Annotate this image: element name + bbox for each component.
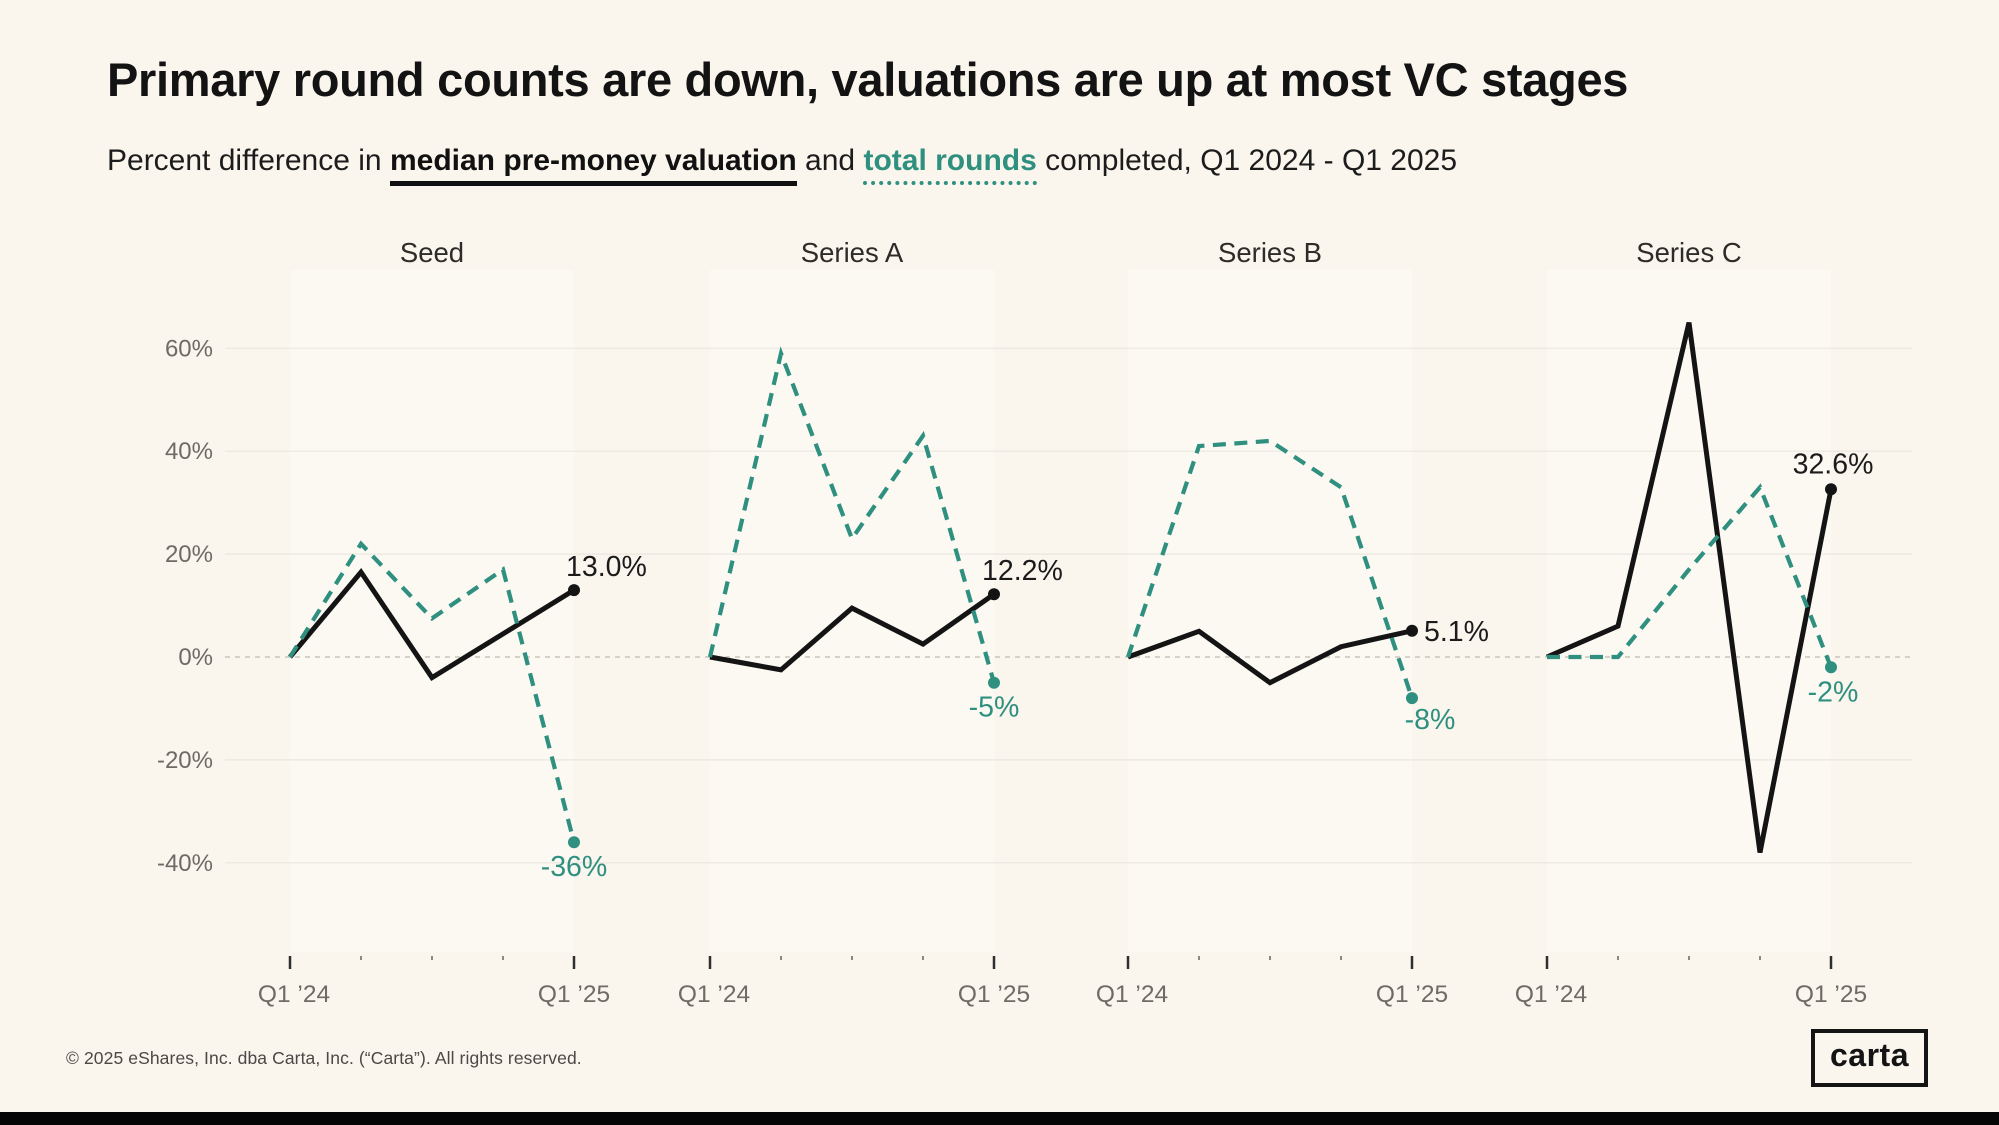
x-axis-major-tick (1545, 956, 1549, 969)
x-axis-minor-tick (780, 956, 782, 960)
panel-background (1128, 270, 1412, 952)
valuation-end-label: 12.2% (982, 555, 1063, 587)
rounds-end-label: -5% (969, 692, 1020, 724)
valuation-end-label: 32.6% (1793, 448, 1874, 480)
y-tick-label: -20% (157, 747, 213, 774)
rounds-line (288, 540, 577, 843)
y-tick-label: 0% (178, 644, 213, 671)
y-tick-label: -40% (157, 850, 213, 877)
x-axis-label: Q1 ’24 (258, 981, 330, 1008)
x-axis-major-tick (288, 956, 292, 969)
panel-title: Series C (1636, 237, 1741, 268)
valuation-end-dot (988, 588, 1000, 601)
x-axis-major-tick (992, 956, 996, 969)
valuation-line (1127, 628, 1413, 686)
panel-background (1547, 270, 1831, 952)
x-axis-label: Q1 ’25 (958, 981, 1030, 1008)
x-axis-major-tick (1410, 956, 1414, 969)
valuation-end-dot (1825, 483, 1837, 496)
x-axis-minor-tick (1617, 956, 1619, 960)
y-tick-label: 60% (165, 335, 213, 362)
rounds-end-dot (988, 676, 1000, 689)
panel-title: Series A (801, 237, 904, 268)
subtitle-connector: and (796, 144, 864, 177)
x-axis-label: Q1 ’24 (1515, 981, 1587, 1008)
rounds-end-label: -8% (1405, 704, 1456, 736)
x-axis-minor-tick (502, 956, 504, 960)
rounds-line (1547, 483, 1833, 669)
x-axis-minor-tick (851, 956, 853, 960)
subtitle-suffix: completed, Q1 2024 - Q1 2025 (1036, 144, 1458, 177)
y-tick-label: 20% (165, 541, 213, 568)
x-axis-minor-tick (922, 956, 924, 960)
panel-title: Seed (400, 237, 464, 268)
valuation-line (709, 592, 996, 673)
valuation-end-label: 5.1% (1424, 616, 1489, 648)
x-axis-major-tick (1829, 956, 1833, 969)
rounds-end-dot (568, 836, 580, 849)
x-axis-label: Q1 ’25 (1376, 981, 1448, 1008)
x-axis-minor-tick (1198, 956, 1200, 960)
valuation-end-label: 13.0% (566, 551, 647, 583)
x-axis-label: Q1 ’24 (1096, 981, 1168, 1008)
page-title: Primary round counts are down, valuation… (107, 53, 1629, 106)
bottom-black-bar (0, 1112, 1999, 1125)
rounds-line (707, 346, 997, 684)
x-axis-minor-tick (1269, 956, 1271, 960)
valuation-line (288, 567, 576, 681)
panel-title: Series B (1218, 237, 1322, 268)
rounds-end-label: -36% (541, 851, 608, 883)
x-axis-major-tick (708, 956, 712, 969)
x-axis-major-tick (1126, 956, 1130, 969)
copyright-text: © 2025 eShares, Inc. dba Carta, Inc. (“C… (66, 1048, 582, 1068)
x-axis-minor-tick (1759, 956, 1761, 960)
rounds-end-dot (1825, 661, 1837, 674)
legend-valuation-label: median pre-money valuation (389, 144, 797, 186)
rounds-end-label: -2% (1808, 676, 1859, 708)
x-axis-minor-tick (1688, 956, 1690, 960)
x-axis-label: Q1 ’25 (1795, 981, 1867, 1008)
panel-background (290, 270, 574, 952)
rounds-end-dot (1406, 692, 1418, 705)
rounds-line (1126, 438, 1414, 699)
legend-rounds-label: total rounds (863, 144, 1037, 185)
y-tick-label: 40% (165, 438, 213, 465)
subtitle-prefix: Percent difference in (107, 144, 390, 177)
valuation-end-dot (568, 584, 580, 597)
subtitle: Percent difference in median pre-money v… (107, 142, 1458, 186)
valuation-end-dot (1406, 624, 1418, 637)
x-axis-major-tick (572, 956, 576, 969)
x-axis-label: Q1 ’25 (538, 981, 610, 1008)
x-axis-minor-tick (431, 956, 433, 960)
x-axis-minor-tick (360, 956, 362, 960)
x-axis-minor-tick (1340, 956, 1342, 960)
carta-logo: carta (1811, 1029, 1928, 1087)
valuation-line (1546, 322, 1834, 853)
x-axis-label: Q1 ’24 (678, 981, 750, 1008)
carta-logo-text: carta (1830, 1037, 1909, 1073)
